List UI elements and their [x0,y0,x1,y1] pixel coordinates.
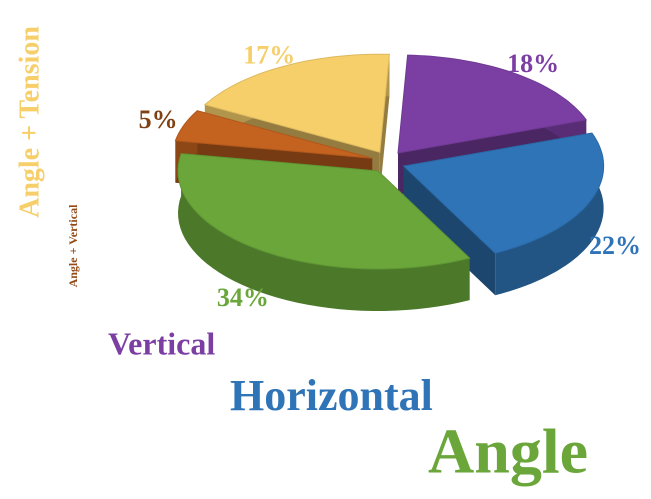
slice-side [178,153,470,311]
slice [397,54,588,154]
category-label: Vertical [108,325,215,361]
value-label: 22% [589,231,641,260]
slice [174,110,373,159]
value-label: 5% [139,105,178,134]
slice [203,53,390,153]
slice [402,132,605,254]
category-label: Angle + Vertical [66,204,80,287]
slice [177,153,471,270]
value-label: 17% [243,41,295,70]
slice-side [495,133,604,296]
slice-wall [403,166,496,296]
pie-tops [174,53,605,270]
category-label: Angle [428,416,588,487]
category-label: Horizontal [230,371,433,420]
value-label: 34% [217,283,269,312]
value-label: 18% [507,49,559,78]
category-label: Angle + Tension [14,26,45,218]
